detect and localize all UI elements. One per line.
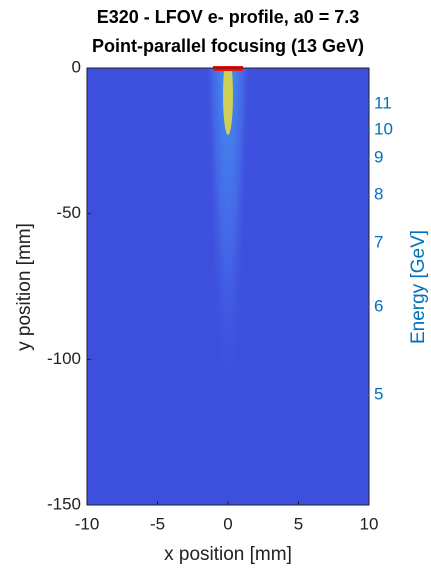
y-axis-label: y position [mm] [14,223,35,351]
y-tick-label: -150 [47,494,81,513]
y-tick-label: 0 [72,57,81,76]
x-tick-label: 5 [294,514,303,533]
beam-profile [87,68,369,428]
plume [87,68,369,428]
chart-title: Point-parallel focusing (13 GeV) [92,36,364,56]
x-tick-label: 10 [360,514,379,533]
y-tick-label: -50 [56,203,81,222]
y2-tick-label: 6 [374,297,383,316]
x-tick-label: -5 [150,514,165,533]
y2-tick-label: 9 [374,148,383,167]
y2-axis-label: Energy [GeV] [408,230,429,344]
y2-tick-label: 7 [374,233,383,252]
y-tick-label: -100 [47,349,81,368]
y2-tick-label: 11 [374,94,392,113]
y2-tick-label: 5 [374,385,383,404]
x-tick-label: 0 [223,514,232,533]
x-axis-label: x position [mm] [164,544,292,565]
y2-tick-label: 8 [374,185,383,204]
y2-tick-label: 10 [374,120,393,139]
plume-core [223,68,233,135]
chart-title: E320 - LFOV e- profile, a0 = 7.3 [97,7,360,27]
x-tick-label: -10 [75,514,100,533]
